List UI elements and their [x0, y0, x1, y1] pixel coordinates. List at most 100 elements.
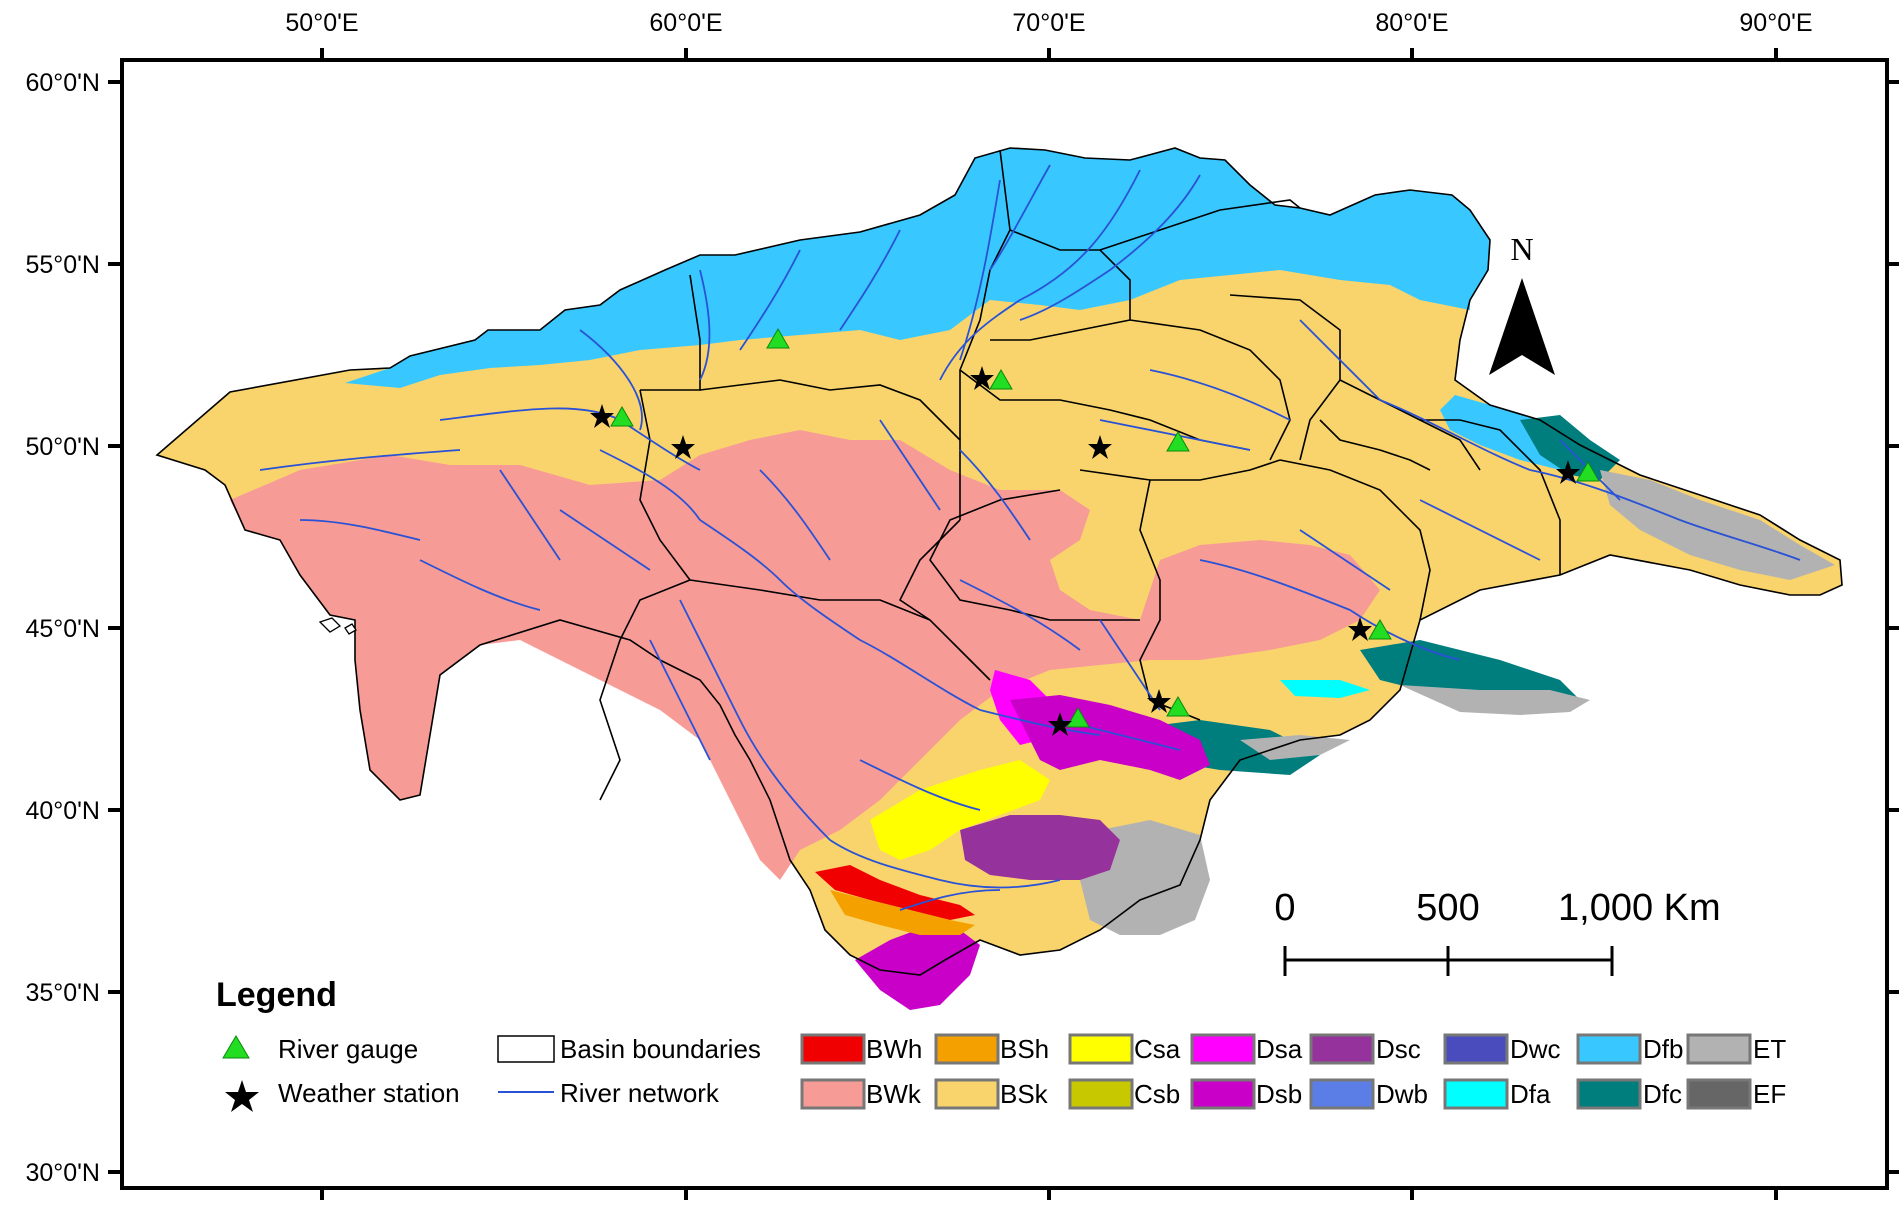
- legend-label: Dsc: [1376, 1034, 1421, 1064]
- basin-boundary: [640, 274, 701, 391]
- basin-boundary: [1420, 419, 1561, 575]
- legend-label: Dwc: [1510, 1034, 1561, 1064]
- river-gauge-marker: [1576, 461, 1600, 482]
- region-bwh: [815, 865, 975, 920]
- legend-label: Dsa: [1256, 1034, 1303, 1064]
- weather-station-marker: [1348, 617, 1372, 641]
- legend-label: BWk: [866, 1079, 922, 1109]
- longitude-label: 70°0'E: [1012, 9, 1085, 37]
- climate-swatch-dfa: [1443, 1078, 1509, 1110]
- basin-boundary-legend-icon: [497, 1035, 555, 1063]
- river: [959, 579, 1081, 651]
- weather-station-legend-icon: [225, 1080, 259, 1112]
- river: [979, 709, 1101, 736]
- latitude-label: 30°0'N: [25, 1159, 100, 1187]
- climate-swatch-dfb: [1576, 1033, 1642, 1065]
- scale-label: 1,000 Km: [1558, 887, 1721, 929]
- climate-swatch-bwk: [800, 1078, 866, 1110]
- climate-swatch-et: [1686, 1033, 1752, 1065]
- basin-boundary: [1099, 199, 1301, 251]
- basin-boundary: [1279, 459, 1431, 621]
- river-gauges: [610, 328, 1600, 728]
- river: [559, 509, 651, 571]
- river-gauge-marker: [1166, 696, 1190, 717]
- legend-label: BWh: [866, 1034, 922, 1064]
- basin-boundary: [959, 149, 1011, 440]
- river: [829, 839, 1061, 889]
- climate-swatch-dsb: [1190, 1078, 1256, 1110]
- river-gauge-legend-icon: [222, 1035, 250, 1059]
- river: [259, 449, 461, 471]
- basin-boundary: [1129, 319, 1291, 461]
- latitude-label: 40°0'N: [25, 797, 100, 825]
- river: [1349, 609, 1461, 661]
- region-csa: [870, 760, 1050, 860]
- river-gauge-marker: [1166, 431, 1190, 452]
- longitude-label: 60°0'E: [649, 9, 722, 37]
- river-gauge-marker: [989, 369, 1013, 390]
- scale-bar: 0 500 1,000 Km: [1274, 887, 1721, 976]
- legend-label: Dfb: [1643, 1034, 1683, 1064]
- river: [839, 229, 901, 331]
- longitude-label: 80°0'E: [1375, 9, 1448, 37]
- region-bwk: [230, 430, 1380, 880]
- river: [879, 419, 941, 511]
- climate-swatch-csa: [1068, 1033, 1134, 1065]
- legend-label: Dfa: [1510, 1079, 1551, 1109]
- climate-regions: [157, 148, 1842, 1010]
- river: [759, 469, 831, 561]
- basin-boundary: [1319, 419, 1431, 471]
- river: [419, 559, 541, 611]
- axis-ticks: [108, 48, 1899, 1200]
- river: [1149, 369, 1291, 421]
- river-gauge-marker: [1066, 707, 1090, 728]
- region-dfc-altai: [1520, 415, 1620, 480]
- climate-swatch-bwh: [800, 1033, 866, 1065]
- legend-label: River network: [560, 1078, 720, 1108]
- basin-boundary: [1079, 459, 1281, 481]
- latitude-label: 55°0'N: [25, 251, 100, 279]
- river-gauge-marker: [766, 328, 790, 349]
- basin-boundary: [599, 579, 691, 801]
- latitude-label: 50°0'N: [25, 433, 100, 461]
- latitude-labels: 60°0'N 55°0'N 50°0'N 45°0'N 40°0'N 35°0'…: [25, 69, 100, 1187]
- scale-label: 500: [1416, 887, 1479, 929]
- basin-boundary: [929, 489, 1140, 621]
- legend-label: Dsb: [1256, 1079, 1302, 1109]
- river: [1299, 529, 1391, 591]
- longitude-label: 50°0'E: [285, 9, 358, 37]
- river: [499, 469, 561, 561]
- legend-label: EF: [1753, 1079, 1786, 1109]
- climate-swatch-dwb: [1309, 1078, 1375, 1110]
- river: [1379, 399, 1531, 471]
- scale-label: 0: [1274, 887, 1295, 929]
- coastline-islands: [318, 617, 357, 635]
- climate-swatch-bsh: [934, 1033, 1000, 1065]
- weather-station-marker: [1556, 460, 1580, 484]
- latitude-label: 60°0'N: [25, 69, 100, 97]
- legend-label: Csa: [1134, 1034, 1181, 1064]
- basin-boundary: [155, 147, 1843, 976]
- weather-station-marker: [1088, 435, 1112, 459]
- latitude-label: 45°0'N: [25, 615, 100, 643]
- climate-swatch-dfc: [1576, 1078, 1642, 1110]
- north-arrow-icon: [1489, 278, 1555, 375]
- legend-label: Dfc: [1643, 1079, 1682, 1109]
- climate-swatch-csb: [1068, 1078, 1134, 1110]
- river: [1299, 319, 1381, 401]
- weather-station-marker: [970, 366, 994, 390]
- legend-label: ET: [1753, 1034, 1786, 1064]
- north-label: N: [1510, 231, 1533, 267]
- legend-label: Basin boundaries: [560, 1034, 761, 1064]
- river: [899, 889, 1001, 911]
- longitude-label: 90°0'E: [1739, 9, 1812, 37]
- weather-station-marker: [1048, 712, 1072, 736]
- legend-label: Weather station: [278, 1078, 460, 1108]
- weather-station-marker: [671, 435, 695, 459]
- river: [959, 179, 1001, 361]
- island: [344, 623, 357, 635]
- region-dsb-south: [855, 925, 980, 1010]
- island: [318, 617, 342, 633]
- weather-station-marker: [1147, 689, 1171, 713]
